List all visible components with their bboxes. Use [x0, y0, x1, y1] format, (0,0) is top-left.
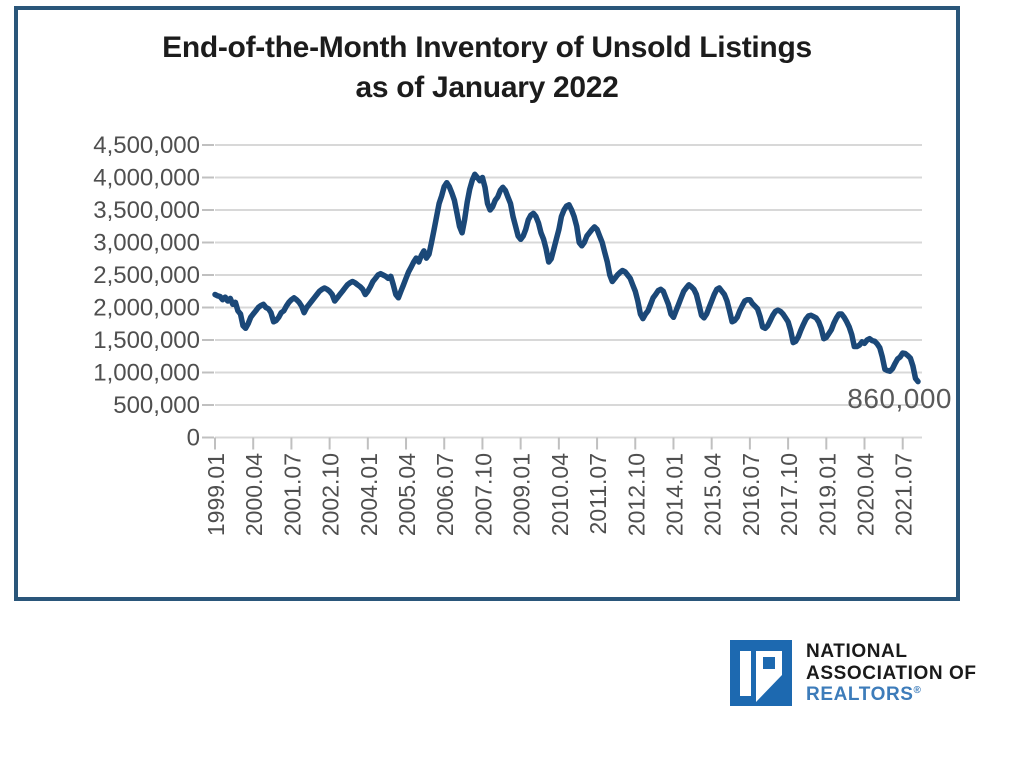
registered-mark: ® [913, 685, 922, 696]
nar-logo-text: NATIONAL ASSOCIATION OF REALTORS® [806, 640, 977, 706]
nar-logo-line3: REALTORS® [806, 684, 922, 705]
last-value-annotation: 860,000 [847, 383, 952, 414]
y-axis-label: 0 [187, 425, 200, 452]
x-axis-label: 2012.10 [623, 453, 649, 536]
x-axis-label: 2005.04 [394, 453, 420, 536]
x-axis-label: 2015.04 [700, 453, 726, 536]
x-axis-label: 2000.04 [241, 453, 267, 536]
y-axis-label: 1,000,000 [93, 360, 200, 387]
nar-logo-line2: ASSOCIATION OF [806, 662, 977, 684]
y-axis-label: 2,500,000 [93, 262, 200, 289]
inventory-line [212, 171, 921, 385]
chart-title-line2: as of January 2022 [355, 71, 619, 104]
y-axis-label: 2,000,000 [93, 295, 200, 322]
nar-logo-line1: NATIONAL [806, 641, 908, 662]
y-axis-label: 500,000 [113, 392, 200, 419]
chart-title-line1: End-of-the-Month Inventory of Unsold Lis… [162, 31, 812, 64]
x-axis-label: 2020.04 [853, 453, 879, 536]
x-axis-label: 2010.04 [547, 453, 573, 536]
y-axis-label: 3,000,000 [93, 230, 200, 257]
x-axis-label: 2016.07 [738, 453, 764, 536]
chart-title: End-of-the-Month Inventory of Unsold Lis… [14, 28, 960, 108]
realtor-r-icon [730, 640, 792, 706]
x-axis-label: 2004.01 [356, 453, 382, 536]
x-axis-label: 2002.10 [318, 453, 344, 536]
x-axis-label: 2017.10 [776, 453, 802, 536]
y-axis-label: 3,500,000 [93, 197, 200, 224]
chart-frame [14, 6, 960, 601]
y-axis-label: 4,500,000 [93, 132, 200, 159]
x-axis-label: 2019.01 [814, 453, 840, 536]
x-axis-label: 1999.01 [203, 453, 229, 536]
x-axis-label: 2006.07 [432, 453, 458, 536]
x-axis-label: 2001.07 [279, 453, 305, 536]
nar-logo: NATIONAL ASSOCIATION OF REALTORS® [730, 640, 977, 706]
y-axis-label: 4,000,000 [93, 165, 200, 192]
x-axis-label: 2009.01 [509, 453, 535, 536]
x-axis-label: 2021.07 [891, 453, 917, 536]
y-axis-label: 1,500,000 [93, 327, 200, 354]
x-axis-label: 2014.01 [661, 453, 687, 536]
x-axis-label: 2011.07 [585, 453, 611, 534]
x-axis-label: 2007.10 [470, 453, 496, 536]
